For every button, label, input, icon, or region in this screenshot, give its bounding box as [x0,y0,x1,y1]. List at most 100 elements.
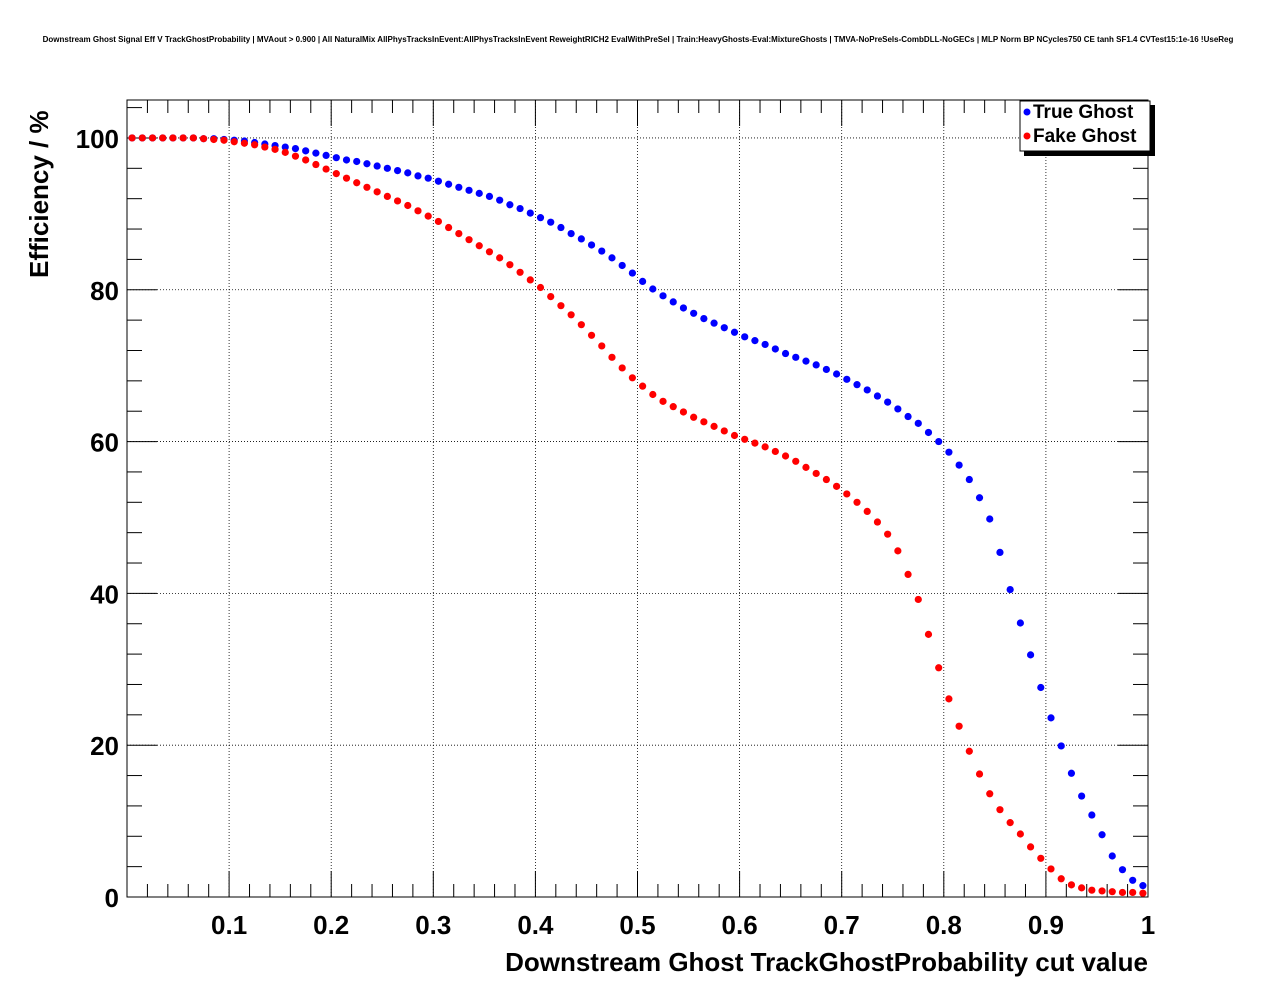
data-point-true-ghost [1026,651,1035,659]
data-point-fake-ghost [659,397,667,405]
data-point-fake-ghost [251,141,259,149]
data-point-fake-ghost [1098,887,1106,895]
data-point-fake-ghost [1057,875,1065,883]
data-point-true-ghost [955,461,963,469]
data-point-true-ghost [741,333,749,341]
y-tick-label: 100 [76,124,119,154]
data-point-true-ghost [884,398,892,406]
data-point-fake-ghost [955,722,963,730]
data-point-true-ghost [986,515,994,523]
data-point-fake-ghost [904,570,912,579]
data-point-fake-ghost [373,188,381,196]
data-point-fake-ghost [618,364,626,372]
x-tick-label: 0.5 [619,910,655,940]
legend-box [1019,100,1151,152]
data-point-fake-ghost [639,382,647,390]
data-point-true-ghost [965,475,973,484]
data-point-true-ghost [659,292,667,300]
data-point-fake-ghost [761,443,769,451]
data-point-true-ghost [1078,792,1086,800]
data-point-fake-ghost [843,490,851,498]
data-point-fake-ghost [281,148,289,156]
data-point-true-ghost [281,143,289,151]
data-point-true-ghost [536,214,545,222]
data-point-true-ghost [690,309,698,317]
data-point-true-ghost [485,192,494,200]
data-point-true-ghost [434,177,443,185]
data-point-true-ghost [577,235,585,243]
data-point-true-ghost [669,298,677,306]
data-point-true-ghost [832,370,841,378]
data-point-fake-ghost [996,806,1004,814]
data-point-fake-ghost [353,179,361,187]
x-tick-label: 1 [1141,910,1155,940]
data-point-true-ghost [873,392,882,400]
data-point-true-ghost [935,437,943,446]
data-point-fake-ghost [802,463,810,471]
data-point-fake-ghost [1067,881,1076,889]
data-point-fake-ghost [261,143,269,151]
data-point-true-ghost [792,353,800,361]
data-point-fake-ghost [169,134,177,142]
data-point-true-ghost [363,160,371,168]
data-point-true-ghost [496,196,504,204]
data-point-fake-ghost [445,223,453,232]
data-point-true-ghost [312,149,320,157]
data-point-true-ghost [914,419,922,427]
data-point-true-ghost [455,183,463,191]
data-point-fake-ghost [424,212,432,220]
data-point-fake-ghost [853,498,861,506]
data-point-true-ghost [802,357,810,365]
x-tick-label: 0.8 [926,910,962,940]
data-point-true-ghost [598,247,606,255]
data-point-fake-ghost [669,403,677,411]
data-point-fake-ghost [577,321,585,329]
data-point-fake-ghost [812,469,820,478]
data-point-fake-ghost [455,229,463,238]
data-point-true-ghost [291,144,300,153]
data-point-true-ghost [761,340,769,349]
data-point-fake-ghost [138,134,146,142]
data-point-true-ghost [353,157,361,166]
data-point-fake-ghost [485,248,494,256]
data-point-fake-ghost [1088,886,1096,894]
data-point-fake-ghost [792,457,800,465]
data-point-fake-ghost [240,139,249,147]
data-point-fake-ghost [649,390,657,399]
data-point-true-ghost [996,548,1004,556]
data-point-fake-ghost [526,276,534,284]
x-tick-label: 0.1 [211,910,247,940]
x-axis-tick-labels: 0.1 0.2 0.3 0.4 0.5 0.6 0.7 0.8 0.9 1 [211,910,1155,940]
data-point-true-ghost [751,337,759,345]
x-tick-label: 0.9 [1028,910,1064,940]
data-point-true-ghost [373,162,381,170]
data-point-true-ghost [587,241,596,249]
data-point-fake-ghost [516,268,524,276]
data-point-fake-ghost [506,261,514,269]
data-point-true-ghost [516,204,524,213]
x-tick-label: 0.4 [517,910,554,940]
data-point-true-ghost [414,172,422,180]
data-point-fake-ghost [587,331,596,339]
data-point-true-ghost [863,386,871,394]
data-point-true-ghost [342,156,351,164]
data-point-true-ghost [1047,714,1055,722]
data-point-fake-ghost [567,311,575,319]
data-point-fake-ghost [822,475,830,484]
data-point-fake-ghost [159,134,167,142]
data-point-true-ghost [924,428,933,437]
x-tick-label: 0.3 [415,910,451,940]
data-point-fake-ghost [741,435,749,443]
y-tick-label: 40 [90,579,119,609]
data-point-true-ghost [639,277,647,286]
data-point-true-ghost [853,381,861,389]
y-axis-label: Efficiency / % [24,110,54,278]
legend-label-fake-ghost: Fake Ghost [1033,126,1137,147]
data-point-fake-ghost [894,547,902,555]
data-point-true-ghost [424,174,432,182]
data-point-fake-ghost [199,135,208,143]
data-point-fake-ghost [536,283,545,292]
data-point-fake-ghost [1078,884,1086,892]
data-point-true-ghost [975,494,984,502]
y-tick-label: 60 [90,428,119,458]
